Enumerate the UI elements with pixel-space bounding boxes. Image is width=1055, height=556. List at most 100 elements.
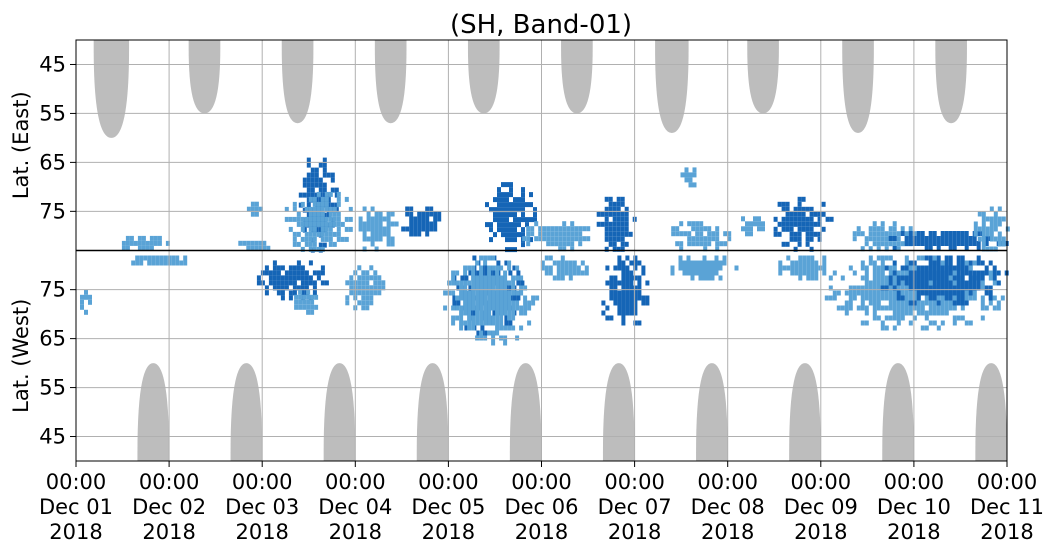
echo-cell <box>741 226 745 232</box>
echo-cell <box>629 275 634 281</box>
echo-cell <box>312 211 317 217</box>
echo-cell <box>312 285 317 291</box>
echo-cell <box>609 275 614 281</box>
echo-cell <box>876 290 881 296</box>
echo-cell <box>892 315 897 321</box>
echo-cell <box>566 241 571 247</box>
echo-cell <box>369 295 374 301</box>
echo-cell <box>463 290 468 296</box>
echo-cell <box>785 226 790 232</box>
echo-cell <box>633 295 638 301</box>
echo-cell <box>876 236 881 242</box>
echo-cell <box>121 240 126 246</box>
echo-cell <box>936 290 941 296</box>
echo-cell <box>981 246 986 252</box>
echo-cell <box>493 207 497 213</box>
echo-cell <box>324 216 329 222</box>
echo-cell <box>328 211 333 217</box>
echo-cell <box>304 280 309 286</box>
echo-cell <box>509 232 513 238</box>
echo-cell <box>944 255 949 261</box>
echo-cell <box>564 265 569 271</box>
echo-cell <box>139 255 144 261</box>
echo-cell <box>328 241 333 247</box>
echo-cell <box>505 212 509 218</box>
echo-cell <box>377 280 382 286</box>
echo-cell <box>686 265 691 271</box>
echo-cell <box>864 285 869 291</box>
echo-cell <box>968 260 973 266</box>
echo-cell <box>809 246 814 252</box>
echo-cell <box>467 320 472 326</box>
echo-cell <box>711 231 716 237</box>
echo-cell <box>884 305 889 311</box>
echo-cell <box>617 265 622 271</box>
echo-cell <box>989 246 994 252</box>
echo-cell <box>896 305 901 311</box>
echo-cell <box>781 206 786 212</box>
echo-cell <box>298 299 303 305</box>
echo-cell <box>495 315 500 321</box>
echo-cell <box>620 231 625 237</box>
echo-cell <box>880 270 885 276</box>
echo-cell <box>928 241 933 246</box>
echo-cell <box>944 295 949 301</box>
echo-cell <box>479 255 484 261</box>
echo-cell <box>503 280 508 286</box>
echo-cell <box>884 255 889 261</box>
echo-cell <box>625 310 630 316</box>
echo-cell <box>940 305 945 311</box>
echo-cell <box>409 226 414 232</box>
echo-cell <box>734 265 739 271</box>
echo-cell <box>558 231 563 237</box>
echo-cell <box>976 285 981 291</box>
echo-cell <box>584 265 589 271</box>
echo-cell <box>485 202 489 208</box>
echo-cell <box>621 300 626 306</box>
echo-cell <box>880 226 885 232</box>
echo-cell <box>308 221 313 227</box>
echo-cell <box>369 285 374 291</box>
echo-cell <box>302 192 307 198</box>
echo-cell <box>324 221 329 227</box>
echo-cell <box>314 304 319 310</box>
echo-cell <box>511 310 516 316</box>
echo-cell <box>475 335 480 341</box>
echo-cell <box>294 299 299 305</box>
echo-cell <box>817 231 822 237</box>
echo-cell <box>505 247 509 253</box>
echo-cell <box>479 300 484 306</box>
echo-cell <box>268 280 273 286</box>
echo-cell <box>316 201 321 207</box>
echo-cell <box>365 290 370 296</box>
echo-cell <box>761 221 765 227</box>
echo-cell <box>491 315 496 321</box>
echo-cell <box>538 231 543 237</box>
echo-cell <box>805 236 810 242</box>
echo-cell <box>828 285 833 291</box>
echo-cell <box>996 300 1001 306</box>
echo-cell <box>316 211 321 217</box>
echo-cell <box>956 270 961 276</box>
echo-cell <box>451 290 456 296</box>
echo-cell <box>944 231 949 236</box>
echo-cell <box>706 265 711 271</box>
echo-cell <box>936 246 941 251</box>
echo-cell <box>84 309 88 315</box>
echo-cell <box>968 241 973 246</box>
echo-cell <box>349 285 354 291</box>
echo-cell <box>801 226 806 232</box>
echo-cell <box>304 270 309 276</box>
echo-cell <box>972 290 977 296</box>
echo-cell <box>521 187 525 193</box>
echo-cell <box>920 290 925 296</box>
echo-cell <box>904 300 909 306</box>
echo-cell <box>675 226 680 232</box>
echo-cell <box>920 280 925 286</box>
echo-cell <box>904 270 909 276</box>
echo-cell <box>637 290 642 296</box>
echo-cell <box>310 187 315 193</box>
echo-cell <box>171 255 176 261</box>
echo-cell <box>479 285 484 291</box>
echo-cell <box>892 310 897 316</box>
